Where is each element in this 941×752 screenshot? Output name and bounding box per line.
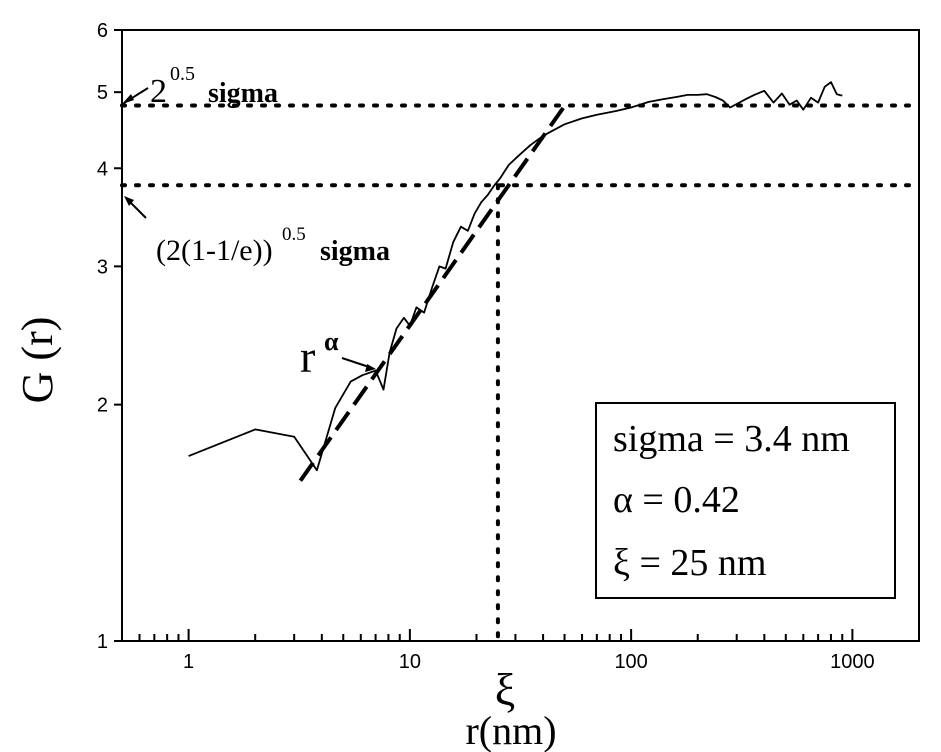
plot-frame bbox=[121, 29, 920, 642]
xi-axis-label: ξ bbox=[495, 664, 516, 715]
y-axis-title: G (r) bbox=[13, 317, 62, 404]
x-axis-title: r(nm) bbox=[465, 708, 556, 752]
y-tick-label: 2 bbox=[97, 395, 108, 417]
y-tick-label: 6 bbox=[97, 20, 108, 42]
annotation-sigma-upper-base: 2 bbox=[150, 73, 167, 110]
x-tick-label: 1 bbox=[183, 651, 194, 673]
info-box-line-sigma: sigma = 3.4 nm bbox=[613, 418, 850, 460]
x-axis-ticks bbox=[121, 629, 920, 641]
y-tick-label: 1 bbox=[97, 631, 108, 653]
reference-lines bbox=[120, 103, 921, 643]
series-group bbox=[188, 81, 843, 482]
annotation-sigma-upper-text: sigma bbox=[208, 78, 278, 109]
arrowhead-sigma-upper bbox=[122, 94, 134, 104]
arrowhead-sigma-lower bbox=[124, 196, 134, 206]
y-axis-ticks bbox=[114, 29, 122, 642]
y-tick-labels: 1 2 3 4 5 6 bbox=[97, 20, 108, 653]
annotation-sigma-lower: (2(1-1/e)) 0.5 sigma bbox=[124, 196, 390, 267]
annotation-power-law-exponent: α bbox=[324, 327, 339, 356]
info-box: sigma = 3.4 nm α = 0.42 ξ = 25 nm bbox=[595, 402, 896, 599]
annotation-sigma-lower-base: (2(1-1/e)) bbox=[156, 234, 273, 267]
x-tick-label: 10 bbox=[399, 651, 421, 673]
annotation-sigma-upper: 2 0.5 sigma bbox=[122, 63, 278, 110]
x-tick-label: 100 bbox=[614, 651, 647, 673]
annotation-sigma-upper-exponent: 0.5 bbox=[170, 63, 195, 85]
arrowhead-power-law bbox=[365, 364, 376, 372]
x-tick-labels: 1 10 100 1000 bbox=[183, 651, 875, 673]
annotation-sigma-lower-text: sigma bbox=[320, 236, 390, 267]
info-box-line-xi: ξ = 25 nm bbox=[613, 542, 766, 584]
info-box-line-alpha: α = 0.42 bbox=[613, 479, 740, 521]
x-tick-label: 1000 bbox=[830, 651, 875, 673]
y-tick-label: 5 bbox=[97, 82, 108, 104]
info-box-frame bbox=[595, 402, 896, 599]
y-tick-label: 3 bbox=[97, 256, 108, 278]
y-tick-label: 4 bbox=[97, 158, 108, 180]
series-line-power-law-fit bbox=[298, 104, 567, 482]
annotation-sigma-lower-exponent: 0.5 bbox=[282, 224, 306, 245]
annotation-power-law-base: r bbox=[300, 331, 315, 382]
annotation-power-law: r α bbox=[300, 327, 376, 382]
